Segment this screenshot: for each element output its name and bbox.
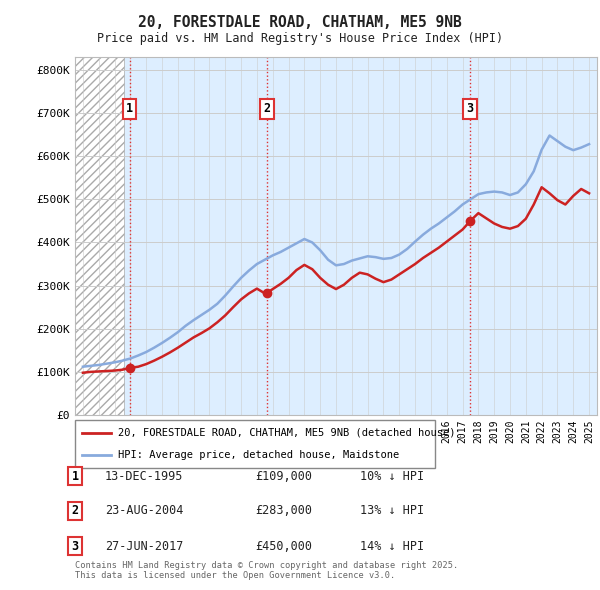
Text: 1: 1 [71,470,79,483]
Text: Contains HM Land Registry data © Crown copyright and database right 2025.
This d: Contains HM Land Registry data © Crown c… [75,560,458,580]
Text: 1: 1 [126,103,133,116]
Text: £109,000: £109,000 [255,470,312,483]
Text: 10% ↓ HPI: 10% ↓ HPI [360,470,424,483]
Text: 27-JUN-2017: 27-JUN-2017 [105,539,184,552]
Text: £450,000: £450,000 [255,539,312,552]
Text: 20, FORESTDALE ROAD, CHATHAM, ME5 9NB (detached house): 20, FORESTDALE ROAD, CHATHAM, ME5 9NB (d… [118,428,456,438]
Text: £283,000: £283,000 [255,504,312,517]
Text: 13-DEC-1995: 13-DEC-1995 [105,470,184,483]
Text: 3: 3 [71,539,79,552]
Text: Price paid vs. HM Land Registry's House Price Index (HPI): Price paid vs. HM Land Registry's House … [97,32,503,45]
Text: 3: 3 [467,103,474,116]
Text: 2: 2 [263,103,271,116]
Text: 20, FORESTDALE ROAD, CHATHAM, ME5 9NB: 20, FORESTDALE ROAD, CHATHAM, ME5 9NB [138,15,462,30]
Text: 14% ↓ HPI: 14% ↓ HPI [360,539,424,552]
Text: 13% ↓ HPI: 13% ↓ HPI [360,504,424,517]
Text: 23-AUG-2004: 23-AUG-2004 [105,504,184,517]
Text: 2: 2 [71,504,79,517]
Text: HPI: Average price, detached house, Maidstone: HPI: Average price, detached house, Maid… [118,450,400,460]
